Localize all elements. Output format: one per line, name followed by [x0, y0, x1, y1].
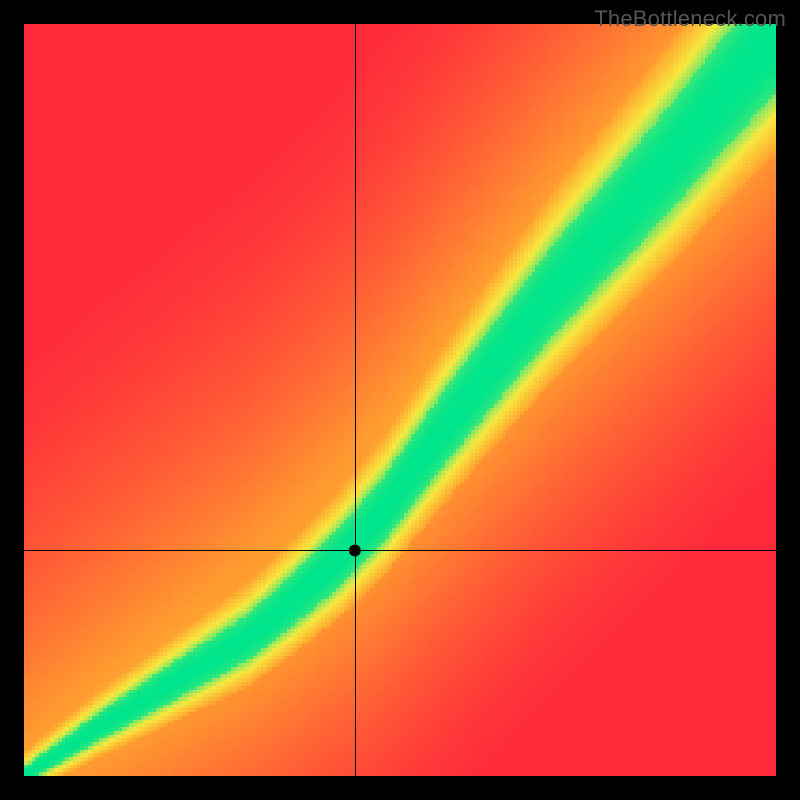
bottleneck-heatmap [0, 0, 800, 800]
chart-container: TheBottleneck.com [0, 0, 800, 800]
